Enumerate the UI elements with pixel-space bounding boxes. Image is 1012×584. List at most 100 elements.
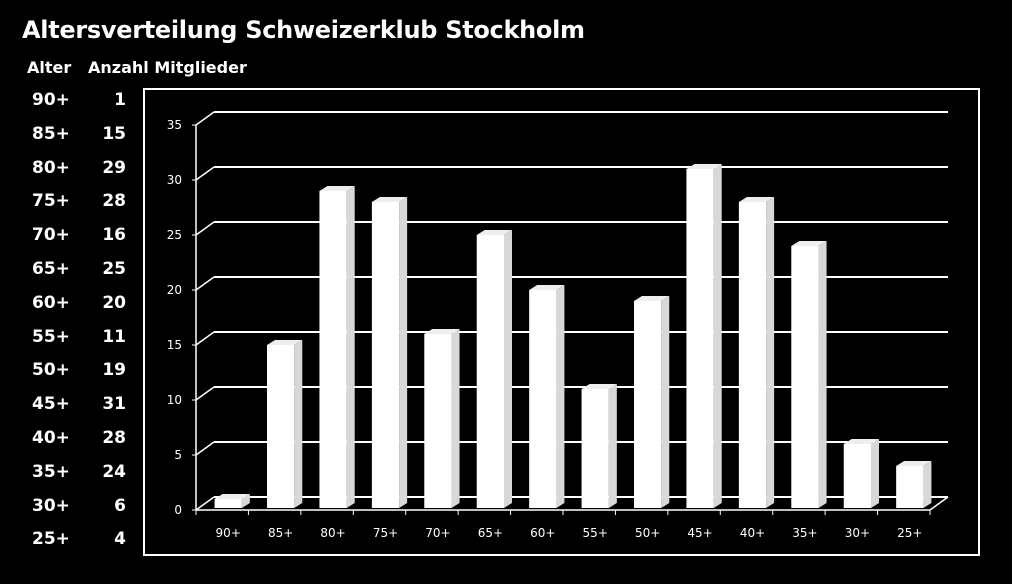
table-cell-age: 60+ bbox=[32, 292, 70, 313]
x-tick-label: 90+ bbox=[216, 526, 241, 540]
bar-top bbox=[319, 186, 355, 191]
table-row: 50+ 19 bbox=[0, 360, 140, 384]
gridline-diagonal bbox=[195, 496, 215, 511]
bar bbox=[791, 246, 819, 508]
bar bbox=[843, 444, 871, 508]
table-cell-age: 55+ bbox=[32, 326, 70, 347]
x-tick-label: 70+ bbox=[425, 526, 450, 540]
x-tick-label: 60+ bbox=[530, 526, 555, 540]
y-tick-label: 0 bbox=[174, 503, 182, 517]
table-row: 25+ 4 bbox=[0, 529, 140, 553]
bar bbox=[424, 334, 452, 508]
bar-side bbox=[713, 164, 722, 508]
table-row: 90+ 1 bbox=[0, 90, 140, 114]
table-cell-count: 28 bbox=[102, 191, 126, 212]
bar-side bbox=[294, 340, 303, 508]
gridline-diagonal bbox=[195, 386, 215, 401]
table-cell-count: 15 bbox=[102, 123, 126, 144]
table-cell-age: 40+ bbox=[32, 428, 70, 448]
bar-top bbox=[529, 285, 565, 290]
bar-top bbox=[791, 241, 827, 246]
table-cell-count: 6 bbox=[114, 495, 126, 516]
table-cell-count: 4 bbox=[114, 529, 126, 550]
table-cell-age: 80+ bbox=[32, 157, 70, 178]
y-tick-label: 20 bbox=[167, 283, 182, 297]
table-cell-age: 25+ bbox=[32, 529, 70, 550]
table-row: 70+ 16 bbox=[0, 225, 140, 249]
table-cell-age: 50+ bbox=[32, 360, 70, 381]
table-header-age: Alter bbox=[27, 58, 72, 77]
x-tick-label: 40+ bbox=[740, 526, 765, 540]
x-tick-label: 45+ bbox=[687, 526, 712, 540]
x-tick-label: 35+ bbox=[792, 526, 817, 540]
table-row: 40+ 28 bbox=[0, 428, 140, 452]
table-cell-age: 65+ bbox=[32, 259, 70, 279]
table-row: 65+ 25 bbox=[0, 259, 140, 283]
bar-side bbox=[399, 197, 408, 508]
bar-side bbox=[923, 461, 932, 508]
x-axis-depth-edge bbox=[929, 496, 949, 511]
bar-side bbox=[608, 384, 617, 508]
x-tick-label: 65+ bbox=[478, 526, 503, 540]
x-tick-label: 50+ bbox=[635, 526, 660, 540]
chart-frame bbox=[143, 88, 980, 556]
table-cell-count: 31 bbox=[102, 394, 126, 415]
bar-side bbox=[503, 230, 512, 508]
table-cell-age: 90+ bbox=[32, 90, 70, 110]
bar bbox=[319, 191, 347, 508]
table-cell-age: 35+ bbox=[32, 461, 70, 482]
bar-top bbox=[371, 197, 408, 202]
table-cell-count: 28 bbox=[102, 428, 126, 448]
bar-top bbox=[267, 340, 303, 345]
table-cell-count: 29 bbox=[102, 157, 126, 178]
x-tick-label: 30+ bbox=[845, 526, 870, 540]
table-row: 35+ 24 bbox=[0, 462, 140, 486]
table-cell-count: 24 bbox=[102, 461, 126, 482]
y-tick-label: 15 bbox=[167, 338, 182, 352]
table-row: 85+ 15 bbox=[0, 124, 140, 148]
table-cell-count: 11 bbox=[102, 326, 126, 347]
bar-top bbox=[634, 296, 670, 301]
table-cell-age: 30+ bbox=[32, 495, 70, 516]
y-tick-label: 10 bbox=[167, 393, 182, 407]
page-title: Altersverteilung Schweizerklub Stockholm bbox=[22, 16, 585, 44]
table-cell-count: 19 bbox=[102, 360, 126, 381]
table-cell-count: 1 bbox=[114, 90, 126, 110]
bar bbox=[529, 290, 557, 508]
y-tick-label: 30 bbox=[167, 173, 182, 187]
bar-top bbox=[896, 461, 932, 466]
x-tick-label: 55+ bbox=[583, 526, 608, 540]
bar-side bbox=[241, 494, 250, 508]
table-cell-count: 16 bbox=[102, 225, 126, 246]
bar-top bbox=[581, 384, 617, 389]
x-tick-label: 75+ bbox=[373, 526, 398, 540]
table-row: 60+ 20 bbox=[0, 293, 140, 317]
bar-top bbox=[686, 164, 722, 169]
bar-side bbox=[766, 197, 775, 508]
gridline-diagonal bbox=[195, 166, 215, 181]
bar-side bbox=[870, 439, 879, 508]
x-tick-label: 85+ bbox=[268, 526, 293, 540]
table-row: 75+ 28 bbox=[0, 191, 140, 215]
bar-side bbox=[346, 186, 355, 508]
gridline-diagonal bbox=[195, 221, 215, 236]
gridline-diagonal bbox=[195, 331, 215, 346]
bar bbox=[686, 169, 714, 508]
gridline-diagonal bbox=[195, 111, 215, 126]
table-cell-count: 25 bbox=[102, 259, 126, 279]
bar-side bbox=[661, 296, 670, 508]
x-tick-label: 25+ bbox=[897, 526, 922, 540]
bar-top bbox=[476, 230, 512, 235]
y-tick-label: 35 bbox=[167, 118, 182, 132]
bar bbox=[371, 202, 400, 508]
table-row: 55+ 11 bbox=[0, 327, 140, 351]
bar bbox=[267, 345, 295, 508]
table-cell-age: 45+ bbox=[32, 394, 70, 415]
bar-top bbox=[843, 439, 879, 444]
bar bbox=[581, 389, 609, 508]
table-header-count: Anzahl Mitglieder bbox=[88, 58, 247, 77]
table-row: 30+ 6 bbox=[0, 496, 140, 520]
bar bbox=[214, 499, 242, 508]
table-cell-age: 85+ bbox=[32, 123, 70, 144]
